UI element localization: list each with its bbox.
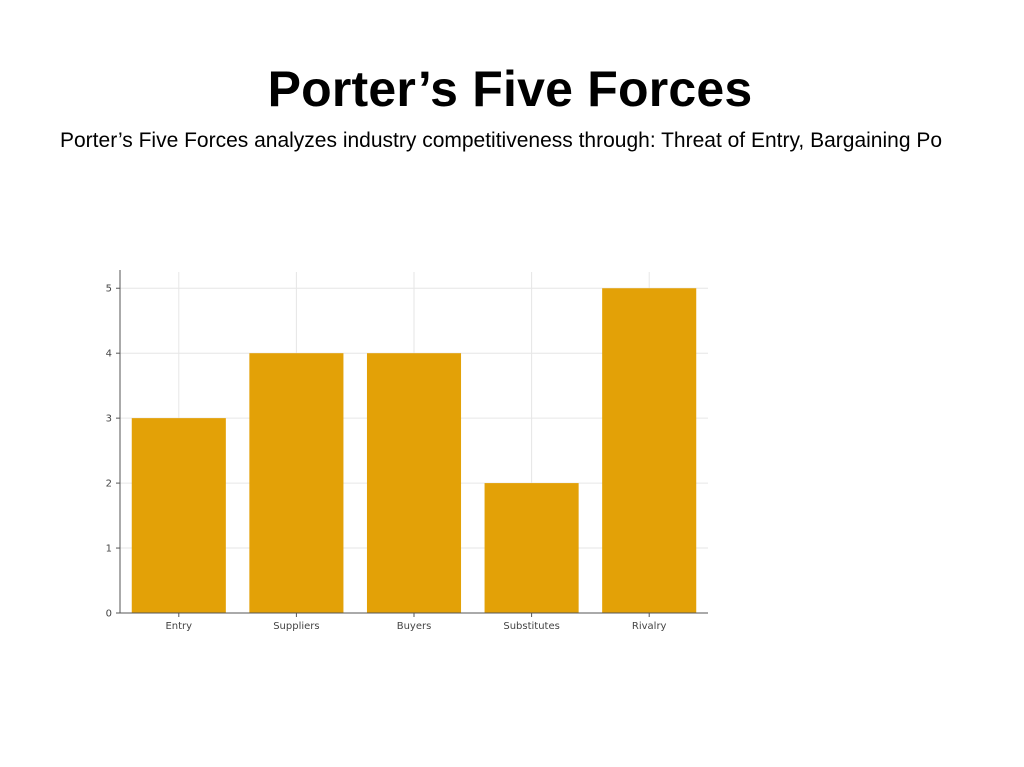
x-tick-label-suppliers: Suppliers bbox=[273, 621, 319, 632]
y-tick-label-0: 0 bbox=[106, 609, 112, 620]
y-tick-label-4: 4 bbox=[106, 349, 112, 360]
y-tick-label-3: 3 bbox=[106, 414, 112, 425]
x-tick-label-rivalry: Rivalry bbox=[632, 621, 667, 632]
x-tick-label-entry: Entry bbox=[165, 621, 192, 632]
x-tick-label-buyers: Buyers bbox=[397, 621, 432, 632]
bar-substitutes bbox=[484, 483, 579, 613]
bar-suppliers bbox=[249, 353, 344, 613]
y-tick-label-1: 1 bbox=[106, 544, 112, 555]
x-tick-label-substitutes: Substitutes bbox=[503, 621, 559, 632]
y-tick-label-5: 5 bbox=[106, 284, 112, 295]
bar-entry bbox=[131, 418, 226, 613]
slide-subtitle: Porter’s Five Forces analyzes industry c… bbox=[60, 129, 943, 152]
y-tick-label-2: 2 bbox=[106, 479, 112, 490]
chart-svg: 0 1 2 3 4 5 Entry Suppliers Buyers Substitutes Riv… bbox=[106, 270, 708, 632]
bar-buyers bbox=[366, 353, 462, 613]
bar-rivalry bbox=[602, 288, 697, 613]
slide-title: Porter’s Five Forces bbox=[267, 61, 753, 117]
bar-chart: 0 1 2 3 4 5 Entry Suppliers Buyers Substitutes Riv… bbox=[92, 268, 732, 638]
